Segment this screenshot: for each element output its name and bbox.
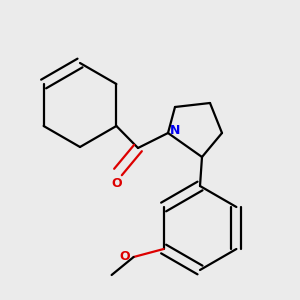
Text: O: O <box>119 250 130 263</box>
Text: O: O <box>112 177 122 190</box>
Text: N: N <box>170 124 180 136</box>
